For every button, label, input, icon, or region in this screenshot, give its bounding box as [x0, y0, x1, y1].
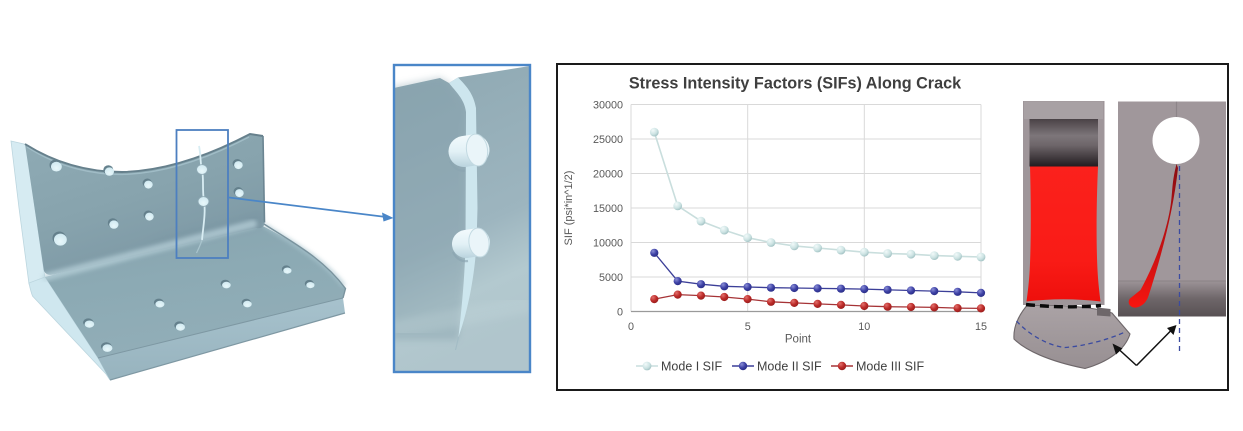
svg-text:Mode I SIF: Mode I SIF: [661, 360, 722, 374]
svg-text:0: 0: [628, 321, 634, 333]
svg-text:Point: Point: [785, 334, 812, 346]
svg-text:0: 0: [617, 307, 623, 319]
svg-text:Mode III SIF: Mode III SIF: [856, 360, 924, 374]
svg-text:30000: 30000: [593, 100, 623, 112]
svg-text:10: 10: [858, 321, 870, 333]
svg-text:5000: 5000: [599, 272, 623, 284]
svg-text:Mode II SIF: Mode II SIF: [757, 360, 822, 374]
svg-text:Stress Intensity Factors (SIFs: Stress Intensity Factors (SIFs) Along Cr…: [629, 75, 962, 93]
svg-text:25000: 25000: [593, 134, 623, 146]
svg-text:20000: 20000: [593, 169, 623, 181]
svg-text:15000: 15000: [593, 203, 623, 215]
svg-text:10000: 10000: [593, 238, 623, 250]
svg-text:SIF (psi*in^1/2): SIF (psi*in^1/2): [563, 171, 575, 246]
svg-text:5: 5: [745, 321, 751, 333]
svg-text:15: 15: [975, 321, 987, 333]
